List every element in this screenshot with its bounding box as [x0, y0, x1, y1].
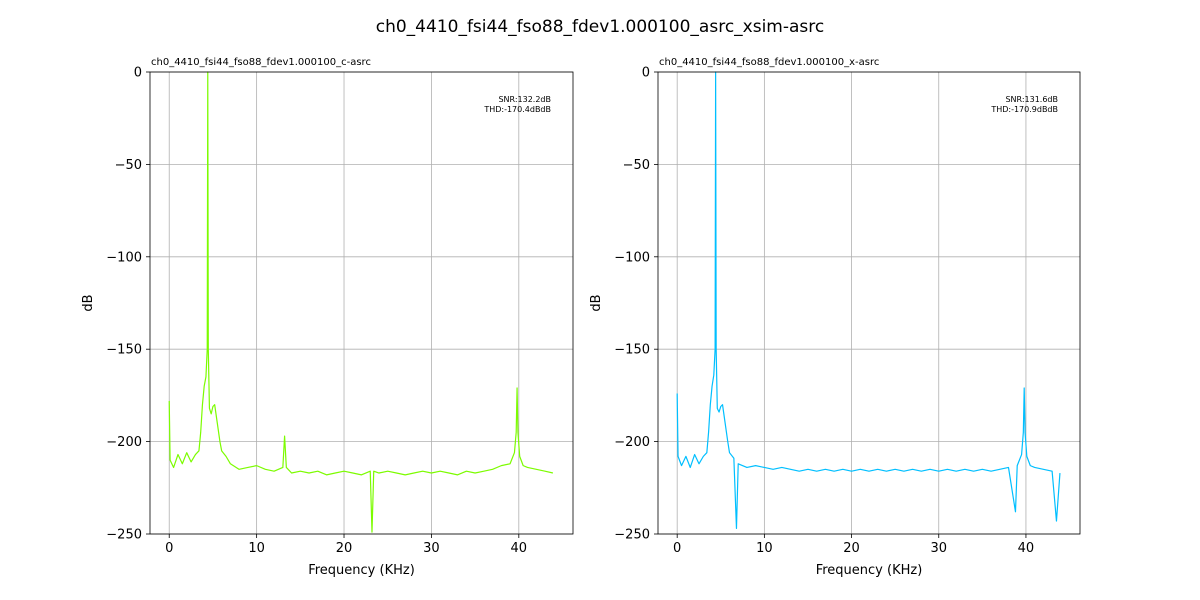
metrics-annotation: SNR:132.2dB [498, 95, 551, 104]
figure-suptitle: ch0_4410_fsi44_fso88_fdev1.000100_asrc_x… [376, 17, 825, 37]
x-tick-label: 20 [336, 541, 353, 556]
x-tick-label: 10 [756, 541, 773, 556]
spectrum-line [168, 71, 554, 533]
x-tick-label: 20 [843, 541, 860, 556]
subplot-x-asrc: 0 10 20 30 40 0 −50 −100 −150 −200 −250 Frequency (… [589, 57, 1081, 578]
metrics-annotation: THD:-170.4dBdB [483, 105, 551, 114]
x-tick-label: 10 [248, 541, 265, 556]
subplot-c-asrc: 0 10 20 30 40 0 −50 −100 −150 −200 −250 Frequency (… [81, 57, 574, 578]
plot-area [658, 72, 1080, 534]
y-tick-label: −100 [614, 250, 650, 265]
y-tick-label: −200 [614, 435, 650, 450]
y-tick-label: −50 [115, 158, 142, 173]
x-tick-label: 40 [511, 541, 528, 556]
subplot-title: ch0_4410_fsi44_fso88_fdev1.000100_x-asrc [659, 57, 879, 68]
x-axis-label: Frequency (KHz) [308, 563, 415, 578]
y-tick-label: 0 [134, 66, 142, 81]
y-tick-label: 0 [642, 66, 650, 81]
axes-frame [149, 71, 574, 535]
y-tick-label: −250 [614, 528, 650, 543]
metrics-annotation: THD:-170.9dBdB [990, 105, 1058, 114]
x-tick-label: 30 [930, 541, 947, 556]
y-tick-label: −50 [623, 158, 650, 173]
x-tick-label: 40 [1018, 541, 1035, 556]
x-tick-label: 0 [165, 541, 173, 556]
spectrum-line [676, 71, 1061, 530]
y-tick-label: −100 [106, 250, 142, 265]
x-axis-label: Frequency (KHz) [816, 563, 923, 578]
x-tick-label: 30 [423, 541, 440, 556]
y-tick-label: −250 [106, 528, 142, 543]
y-axis-label: dB [81, 294, 96, 311]
x-tick-label: 0 [673, 541, 681, 556]
y-axis-label: dB [589, 294, 604, 311]
subplot-title: ch0_4410_fsi44_fso88_fdev1.000100_c-asrc [151, 57, 371, 68]
metrics-annotation: SNR:131.6dB [1005, 95, 1058, 104]
axes-frame [657, 71, 1081, 535]
plot-area [150, 72, 573, 534]
y-tick-label: −150 [106, 343, 142, 358]
y-tick-label: −200 [106, 435, 142, 450]
y-tick-label: −150 [614, 343, 650, 358]
